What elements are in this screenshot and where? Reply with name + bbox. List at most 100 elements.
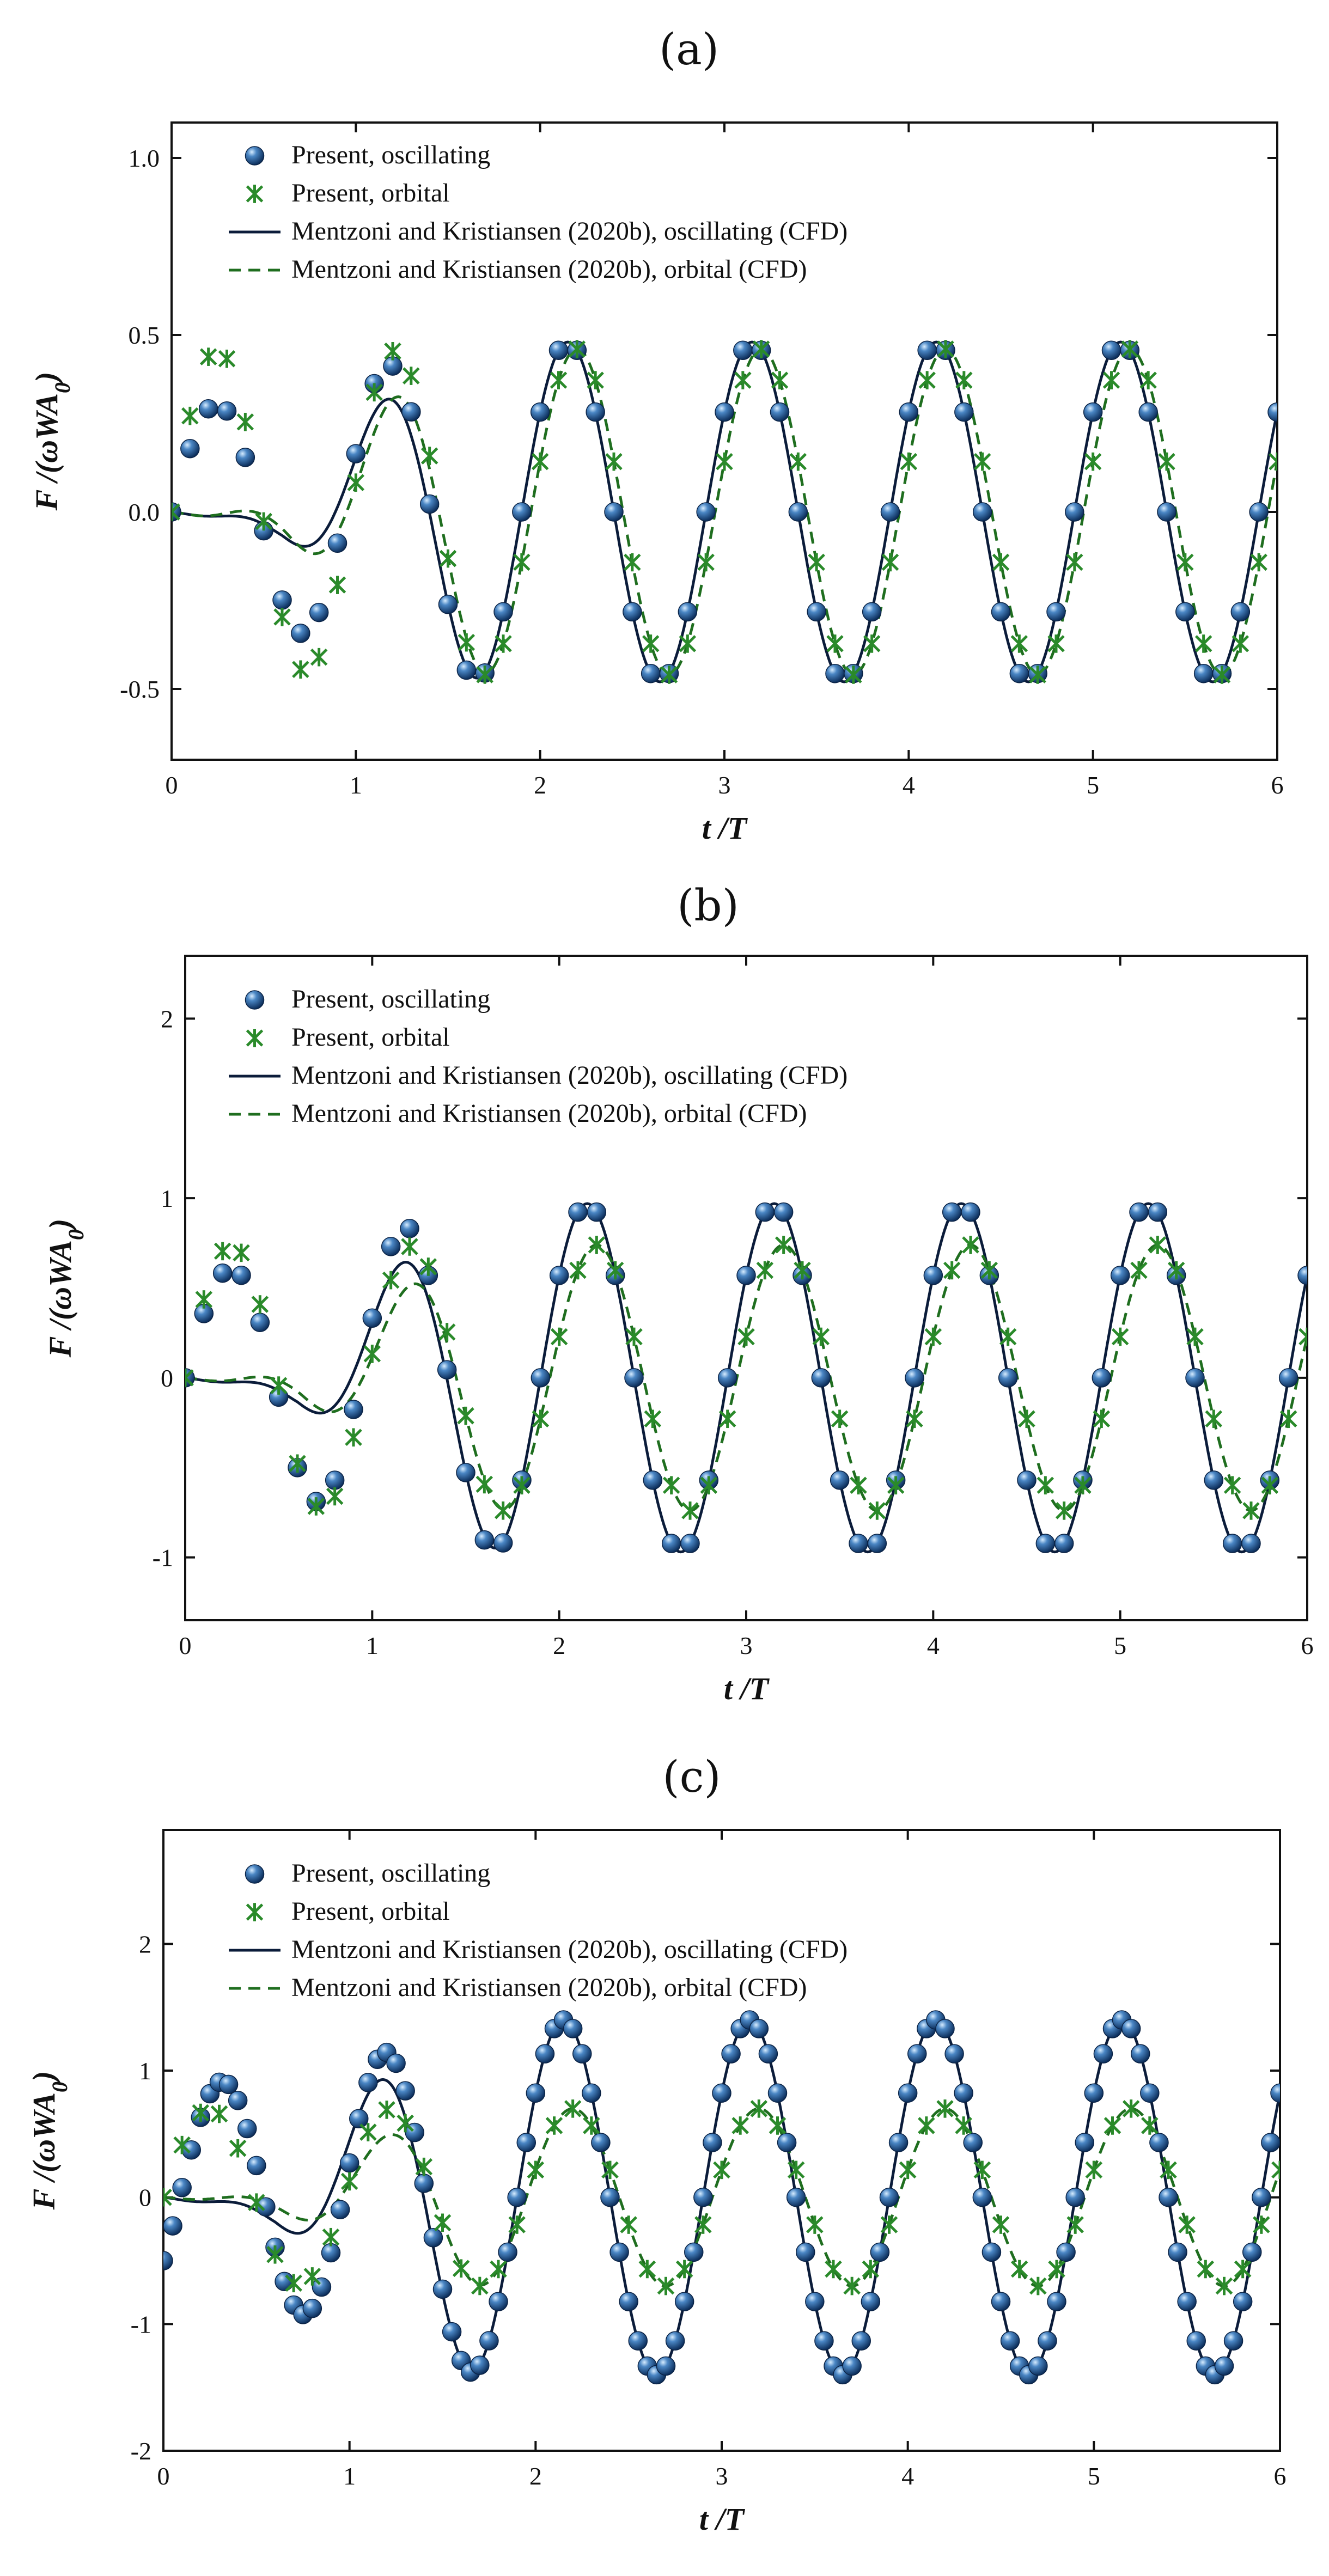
y-tick-label: -1: [131, 2310, 151, 2338]
data-point-orbital: [831, 1409, 849, 1429]
data-point-orbital: [303, 2267, 321, 2286]
x-tick-label: 5: [1088, 2462, 1100, 2490]
data-point-oscillating: [493, 1533, 513, 1553]
data-point-orbital: [624, 553, 641, 572]
data-point-orbital: [756, 1261, 774, 1280]
data-point-oscillating: [526, 2083, 546, 2103]
legend: Present, oscillating Present, orbital Ment…: [229, 985, 848, 1128]
panel-label-c: (c): [662, 1751, 721, 1802]
data-point-orbital: [527, 2160, 545, 2180]
data-point-orbital: [347, 473, 365, 492]
data-point-oscillating: [1084, 2083, 1104, 2103]
data-point-oscillating: [530, 402, 550, 422]
data-point-orbital: [943, 1261, 961, 1280]
data-point-oscillating: [888, 2133, 909, 2152]
data-point-oscillating: [944, 2044, 964, 2064]
data-point-orbital: [340, 2172, 358, 2191]
data-point-orbital: [620, 2215, 637, 2234]
data-point-oscillating: [349, 2109, 369, 2129]
data-point-orbital: [513, 553, 531, 572]
data-point-oscillating: [788, 502, 808, 522]
data-point-orbital: [642, 634, 660, 653]
data-point-orbital: [531, 452, 549, 471]
data-point-oscillating: [786, 2187, 806, 2207]
data-point-orbital: [980, 1261, 998, 1280]
data-point-orbital: [550, 1327, 568, 1346]
data-point-orbital: [1232, 634, 1249, 653]
data-point-oscillating: [1175, 602, 1195, 622]
data-point-orbital: [787, 2160, 805, 2180]
data-point-oscillating: [696, 502, 716, 522]
data-point-oscillating: [942, 1202, 962, 1222]
data-point-oscillating: [998, 1368, 1018, 1388]
x-tick-label: 0: [166, 771, 178, 799]
x-axis-label: t /T: [724, 1671, 770, 1706]
data-point-oscillating: [516, 2133, 536, 2152]
data-point-orbital: [163, 2188, 172, 2207]
panel-label-a: (a): [659, 24, 719, 75]
data-point-oscillating: [228, 2091, 248, 2110]
data-point-orbital: [644, 1409, 662, 1429]
data-point-oscillating: [401, 402, 421, 422]
x-tick-label: 2: [553, 1632, 565, 1659]
data-point-orbital: [583, 2116, 600, 2135]
data-point-oscillating: [879, 2187, 899, 2207]
data-point-orbital: [713, 2160, 730, 2180]
data-point-oscillating: [358, 2073, 378, 2092]
data-point-oscillating: [733, 340, 753, 361]
data-point-oscillating: [479, 2331, 499, 2351]
data-point-orbital: [419, 1258, 437, 1276]
x-tick-label: 4: [927, 1632, 940, 1659]
data-point-orbital: [973, 452, 991, 471]
data-point-orbital: [662, 1476, 680, 1495]
x-tick-label: 5: [1087, 771, 1099, 799]
data-point-oscillating: [811, 1368, 831, 1388]
data-point-oscillating: [674, 2292, 694, 2311]
legend-label: Present, orbital: [291, 1023, 450, 1052]
x-tick-label: 1: [366, 1632, 379, 1659]
data-point-oscillating: [493, 602, 513, 622]
data-point-orbital: [397, 2114, 414, 2133]
data-point-oscillating: [212, 1263, 233, 1283]
x-tick-label: 3: [718, 771, 731, 799]
x-tick-label: 1: [343, 2462, 356, 2490]
data-point-oscillating: [1214, 2356, 1234, 2376]
data-point-orbital: [457, 1406, 474, 1425]
data-point-orbital: [1048, 2260, 1065, 2279]
data-point-oscillating: [327, 533, 348, 553]
data-point-oscillating: [1121, 2019, 1141, 2038]
x-axis-label: t /T: [699, 2501, 746, 2537]
data-point-orbital: [936, 2099, 954, 2118]
data-point-orbital: [992, 2215, 1010, 2234]
chart-panel-b: 0 1 2 3 4 5 6 -1 0 1 2 t /T F /(ωWA0) Present, oscill…: [42, 955, 1314, 1706]
legend-label: Mentzoni and Kristiansen (2020b), orbita…: [291, 1099, 807, 1128]
data-point-orbital: [214, 1242, 231, 1261]
data-point-orbital: [906, 1409, 923, 1429]
data-point-orbital: [289, 1454, 306, 1473]
data-point-oscillating: [721, 2044, 741, 2064]
data-point-oscillating: [643, 1470, 663, 1490]
data-point-oscillating: [981, 2242, 1002, 2262]
data-point-orbital: [1205, 1409, 1223, 1429]
data-point-oscillating: [862, 602, 882, 622]
data-point-oscillating: [489, 2292, 508, 2311]
data-point-oscillating: [1093, 2044, 1113, 2064]
data-point-oscillating: [1047, 2292, 1066, 2311]
data-point-orbital: [638, 2260, 656, 2279]
data-point-orbital: [1149, 1236, 1167, 1254]
data-point-orbital: [508, 2215, 526, 2234]
data-point-oscillating: [321, 2243, 341, 2263]
data-point-orbital: [718, 1409, 736, 1429]
data-point-orbital: [382, 1271, 400, 1290]
data-point-oscillating: [423, 2228, 443, 2248]
data-point-orbital: [588, 1236, 606, 1254]
data-point-orbital: [1213, 666, 1231, 684]
data-point-oscillating: [678, 602, 698, 622]
legend: Present, oscillating Present, orbital Ment…: [229, 1859, 848, 2002]
data-point-oscillating: [758, 2044, 778, 2064]
data-point-oscillating: [1177, 2292, 1197, 2311]
data-point-orbital: [769, 2116, 787, 2135]
data-point-orbital: [1104, 2116, 1121, 2135]
data-point-orbital: [345, 1428, 362, 1447]
legend: Present, oscillating Present, orbital Ment…: [229, 141, 848, 284]
